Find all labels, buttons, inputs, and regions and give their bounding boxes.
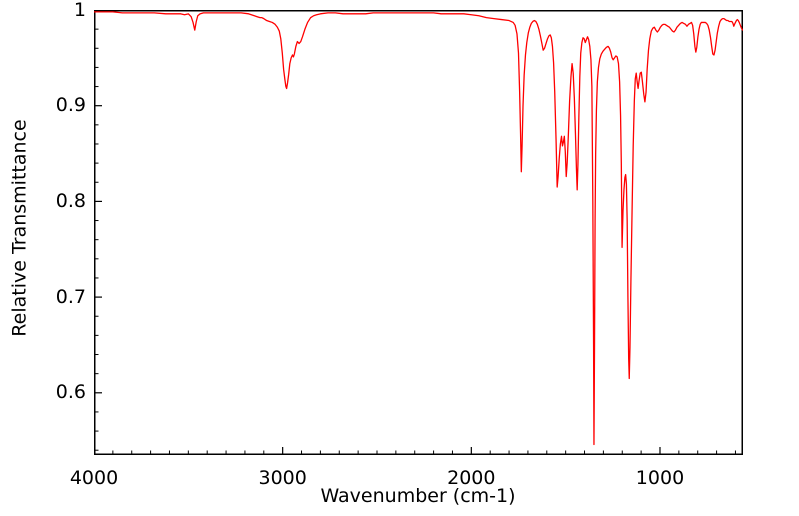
y-tick-label: 0.7: [55, 285, 86, 308]
x-tick-label: 1000: [635, 467, 685, 489]
y-tick-label: 0.8: [55, 189, 86, 212]
y-tick-label: 1: [73, 0, 86, 21]
x-axis-title: Wavenumber (cm-1): [320, 485, 516, 507]
plot-border: [94, 10, 743, 455]
x-tick-label: 4000: [69, 467, 119, 489]
y-tick-label: 0.9: [55, 94, 86, 117]
y-tick-label: 0.6: [55, 381, 86, 404]
plot-area: [94, 10, 743, 455]
x-tick-label: 3000: [258, 467, 307, 489]
spectrum-line: [94, 11, 743, 446]
x-tick-label: 2000: [447, 467, 496, 489]
